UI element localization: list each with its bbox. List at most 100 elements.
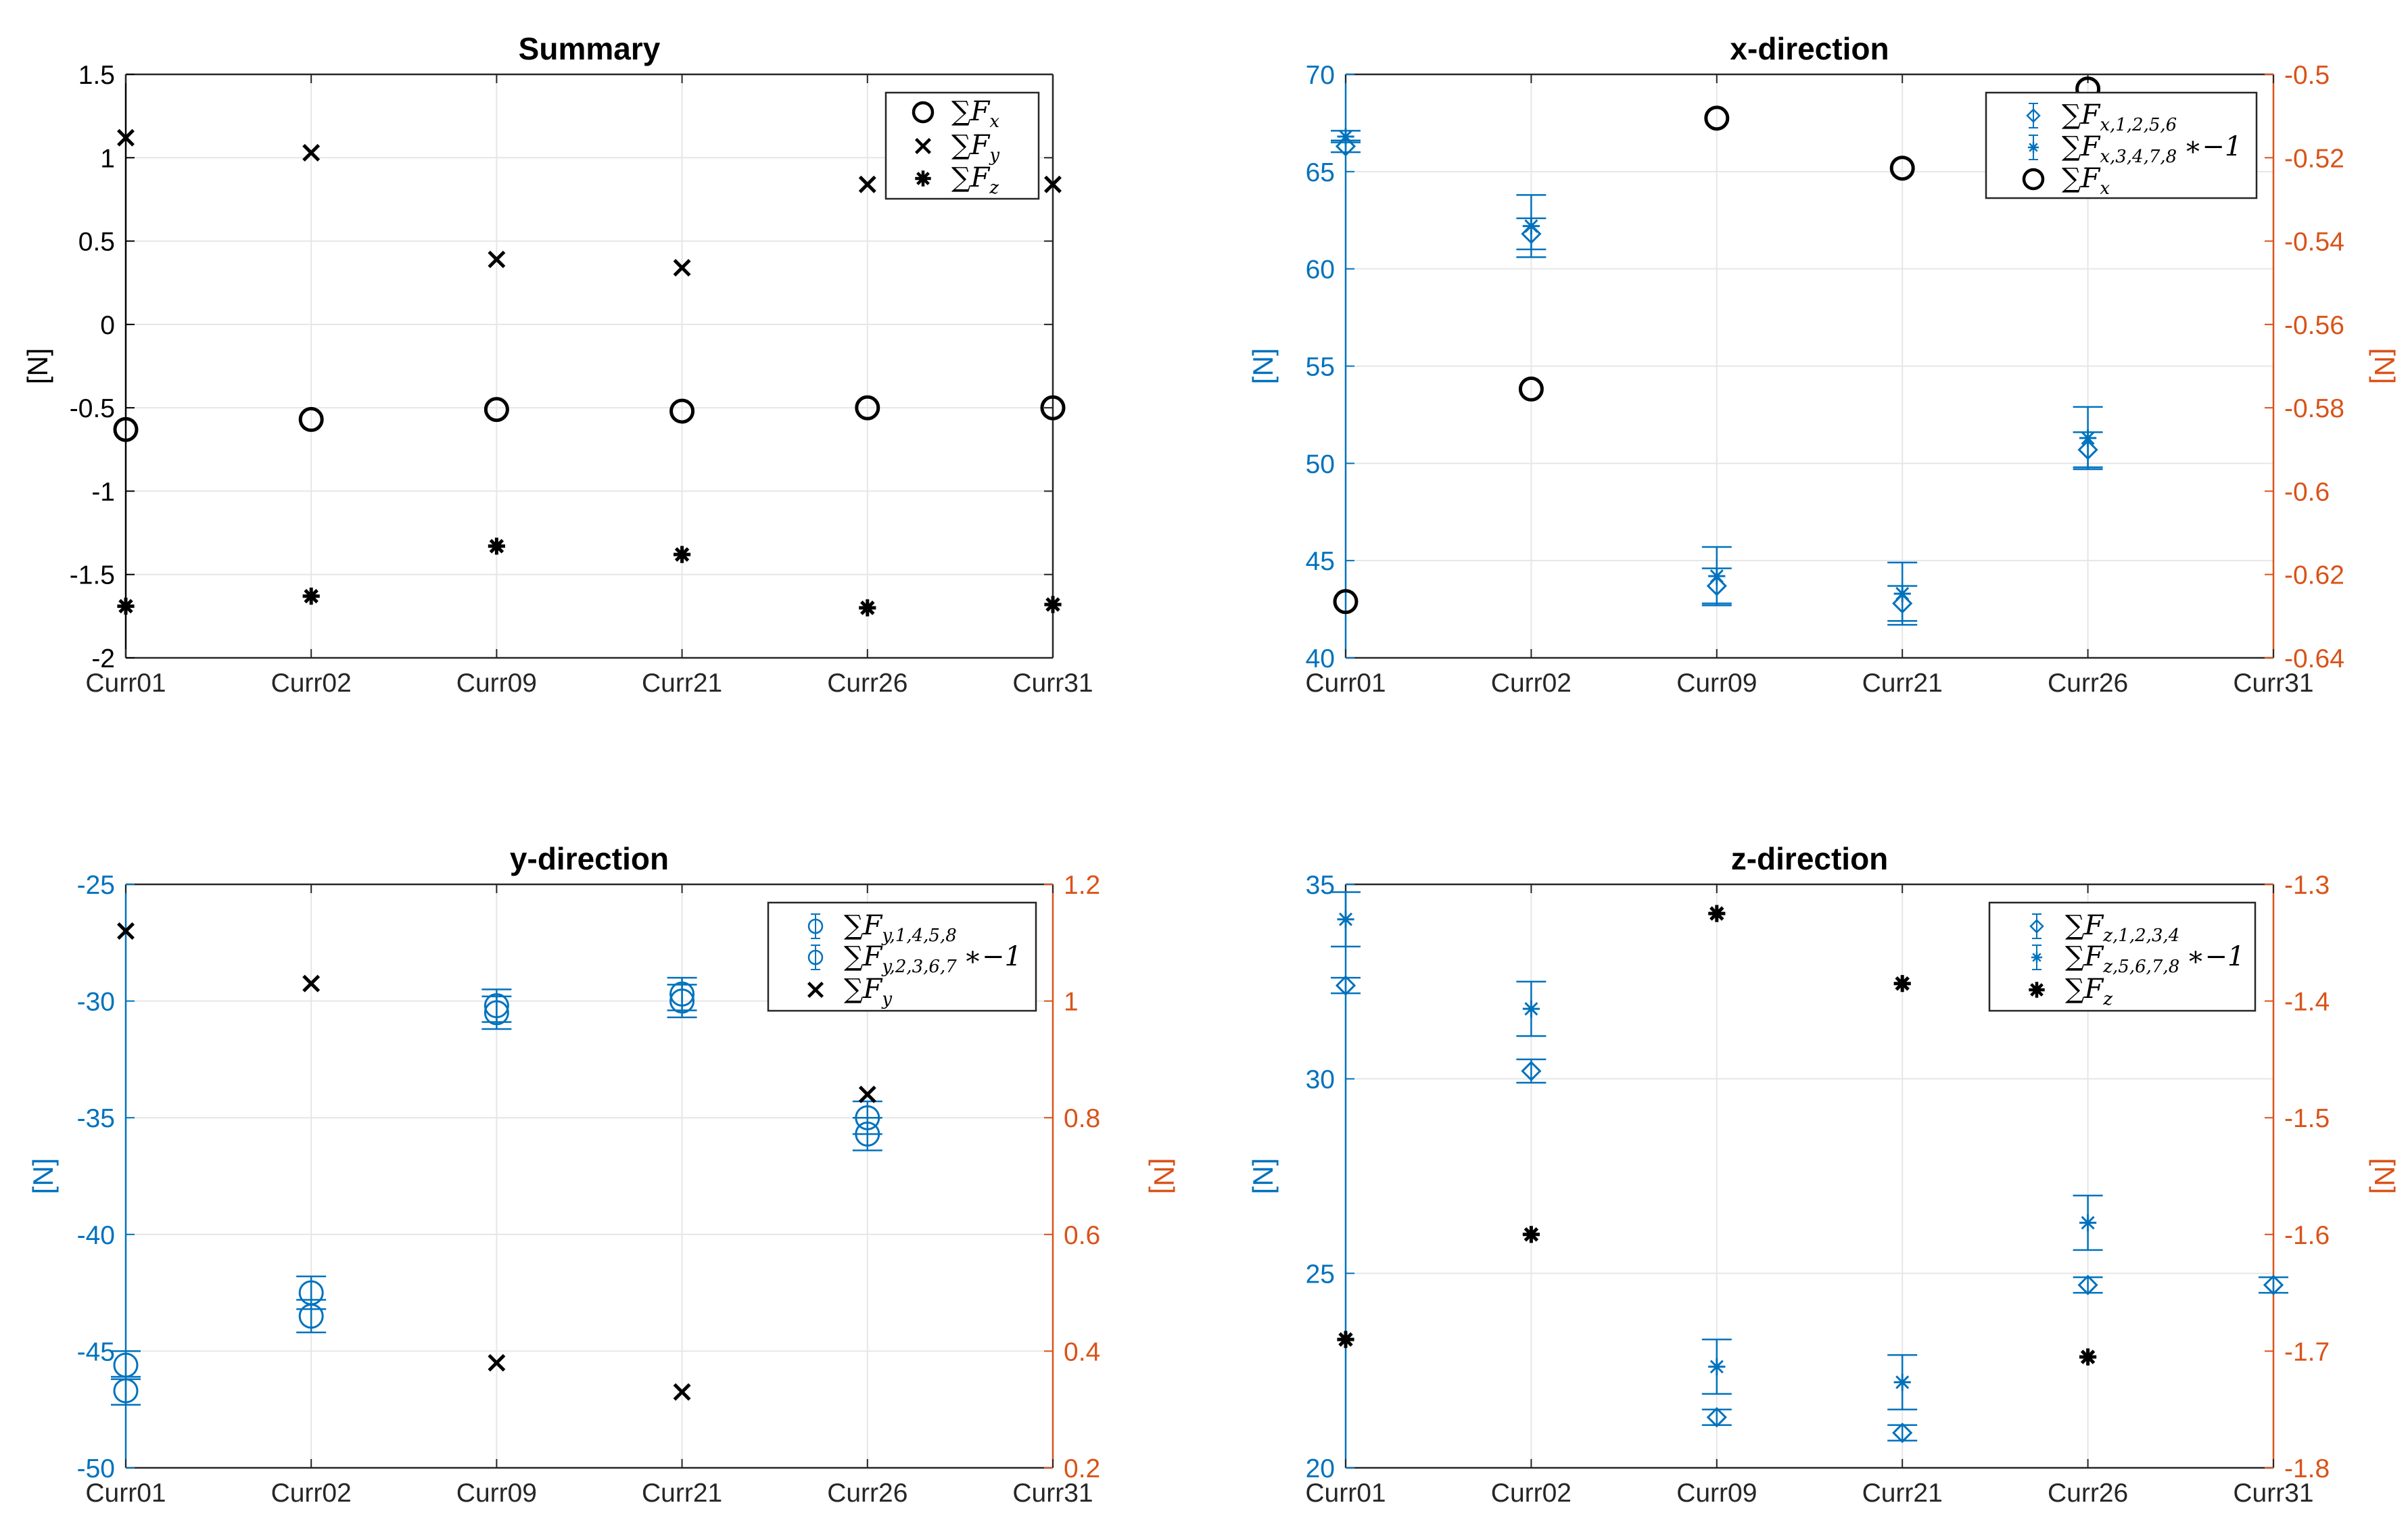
error-bar <box>1887 1424 1918 1441</box>
y-tick-label: -25 <box>77 871 115 900</box>
legend-marker <box>912 101 935 124</box>
y-tick-label: -50 <box>77 1454 115 1483</box>
data-point <box>1893 585 1911 602</box>
error-bar <box>1701 1408 1732 1426</box>
legend: ∑Fz,1,2,3,4∑Fz,5,6,7,8 ∗−1∑Fz <box>1988 901 2257 1012</box>
x-tick-label: Curr01 <box>85 1479 166 1508</box>
data-point <box>117 128 135 147</box>
data-point <box>1893 975 1911 993</box>
y-tick-label: 60 <box>1306 256 1335 285</box>
data-point <box>673 259 691 277</box>
y-tick-label: -30 <box>77 988 115 1017</box>
data-point <box>1892 1423 1913 1443</box>
error-bar <box>1331 976 1361 995</box>
y-right-tick-label: -0.56 <box>2284 311 2344 340</box>
data-point <box>113 1352 139 1378</box>
data-point <box>302 143 321 162</box>
y-tick-label: 0.5 <box>78 228 115 257</box>
data-point <box>488 250 506 268</box>
data-point <box>1708 1358 1726 1376</box>
data-point <box>1335 136 1356 157</box>
x-tick-label: Curr09 <box>1676 1479 1757 1508</box>
legend: ∑Fx∑Fy∑Fz <box>884 91 1040 200</box>
legend: ∑Fx,1,2,5,6∑Fx,3,4,7,8 ∗−1∑Fx <box>1985 91 2258 199</box>
data-point <box>1521 1061 1542 1082</box>
error-bar <box>111 1376 141 1406</box>
y-axis-label: [N] <box>1247 1158 1279 1195</box>
y-right-tick-label: -1.6 <box>2284 1221 2330 1250</box>
data-point <box>113 416 139 442</box>
legend-marker <box>2026 108 2041 123</box>
y-tick-label: -1.5 <box>70 561 115 590</box>
data-point <box>1708 905 1726 922</box>
chart-title: Summary <box>519 31 661 66</box>
x-tick-label: Curr21 <box>642 669 722 698</box>
data-point <box>483 993 509 1019</box>
y-tick-label: 55 <box>1306 353 1335 382</box>
data-point <box>483 397 509 423</box>
x-tick-label: Curr01 <box>1305 669 1386 698</box>
data-point <box>1337 1331 1354 1348</box>
chart-3: Curr01 Curr02 Curr09 Curr21 Curr26 Curr31 -50 -… <box>27 841 1180 1508</box>
y-right-tick-label: -0.5 <box>2284 61 2330 90</box>
data-point <box>1704 105 1730 131</box>
x-tick-label: Curr31 <box>1012 669 1093 698</box>
data-point <box>2079 1214 2097 1232</box>
legend-errorbar <box>811 913 820 939</box>
data-point <box>858 1085 876 1103</box>
error-bar <box>2259 1276 2288 1294</box>
data-point <box>855 1105 880 1130</box>
y-right-tick-label: -1.8 <box>2284 1454 2330 1483</box>
x-tick-label: Curr02 <box>271 1479 352 1508</box>
y-right-tick-label: 0.2 <box>1064 1454 1100 1483</box>
x-tick-label: Curr26 <box>2048 1479 2128 1508</box>
legend-label: ∑Fx,3,4,7,8 ∗−1 <box>2062 131 2242 167</box>
data-point <box>1706 1407 1727 1428</box>
legend-box <box>1985 91 2258 199</box>
chart-1: Curr01 Curr02 Curr09 Curr21 Curr26 Curr31 -2 -1… <box>22 31 1093 698</box>
y-tick-label: 45 <box>1306 547 1335 576</box>
data-point <box>302 974 321 993</box>
y-tick-label: 70 <box>1306 61 1335 90</box>
legend-marker <box>2031 951 2043 963</box>
y-right-tick-label: -1.4 <box>2284 988 2330 1017</box>
data-point <box>1040 395 1066 421</box>
y-tick-label: 1 <box>100 144 115 173</box>
data-point <box>674 546 691 563</box>
x-tick-label: Curr09 <box>456 1479 537 1508</box>
y-tick-label: 20 <box>1306 1454 1335 1483</box>
x-tick-label: Curr31 <box>1012 1479 1093 1508</box>
x-tick-label: Curr02 <box>1491 669 1572 698</box>
y-right-tick-label: 1 <box>1064 988 1079 1017</box>
data-point <box>1044 175 1062 193</box>
y-axis-label: [N] <box>27 1158 59 1195</box>
legend-label: ∑Fx,1,2,5,6 <box>2062 99 2177 135</box>
x-tick-label: Curr01 <box>85 669 166 698</box>
chart-2: Curr01 Curr02 Curr09 Curr21 Curr26 Curr31 40 45… <box>1247 31 2401 698</box>
data-point <box>1335 975 1356 996</box>
data-point <box>1522 1000 1540 1018</box>
legend-marker <box>807 918 824 934</box>
y-tick-label: -40 <box>77 1221 115 1250</box>
data-point <box>2263 1274 2284 1295</box>
data-point <box>855 395 880 421</box>
legend-marker <box>915 138 931 154</box>
legend-marker <box>2029 982 2045 998</box>
y-tick-label: -2 <box>91 644 115 673</box>
legend: ∑Fy,1,4,5,8∑Fy,2,3,6,7 ∗−1∑Fy <box>767 901 1037 1012</box>
x-tick-label: Curr21 <box>1862 669 1943 698</box>
data-point <box>117 597 135 615</box>
data-point <box>1522 217 1540 235</box>
y-right-tick-label: -1.3 <box>2284 871 2330 900</box>
y-right-tick-label: -0.58 <box>2284 394 2344 423</box>
data-point <box>1337 128 1354 145</box>
y-tick-label: 65 <box>1306 158 1335 187</box>
legend-marker <box>2022 168 2045 191</box>
chart-title: z-direction <box>1731 841 1889 876</box>
y-right-tick-label: 0.4 <box>1064 1337 1100 1366</box>
data-point <box>1522 1226 1540 1243</box>
y-right-tick-label: 0.8 <box>1064 1104 1100 1133</box>
data-point <box>298 406 324 432</box>
y-tick-label: 30 <box>1306 1066 1335 1095</box>
